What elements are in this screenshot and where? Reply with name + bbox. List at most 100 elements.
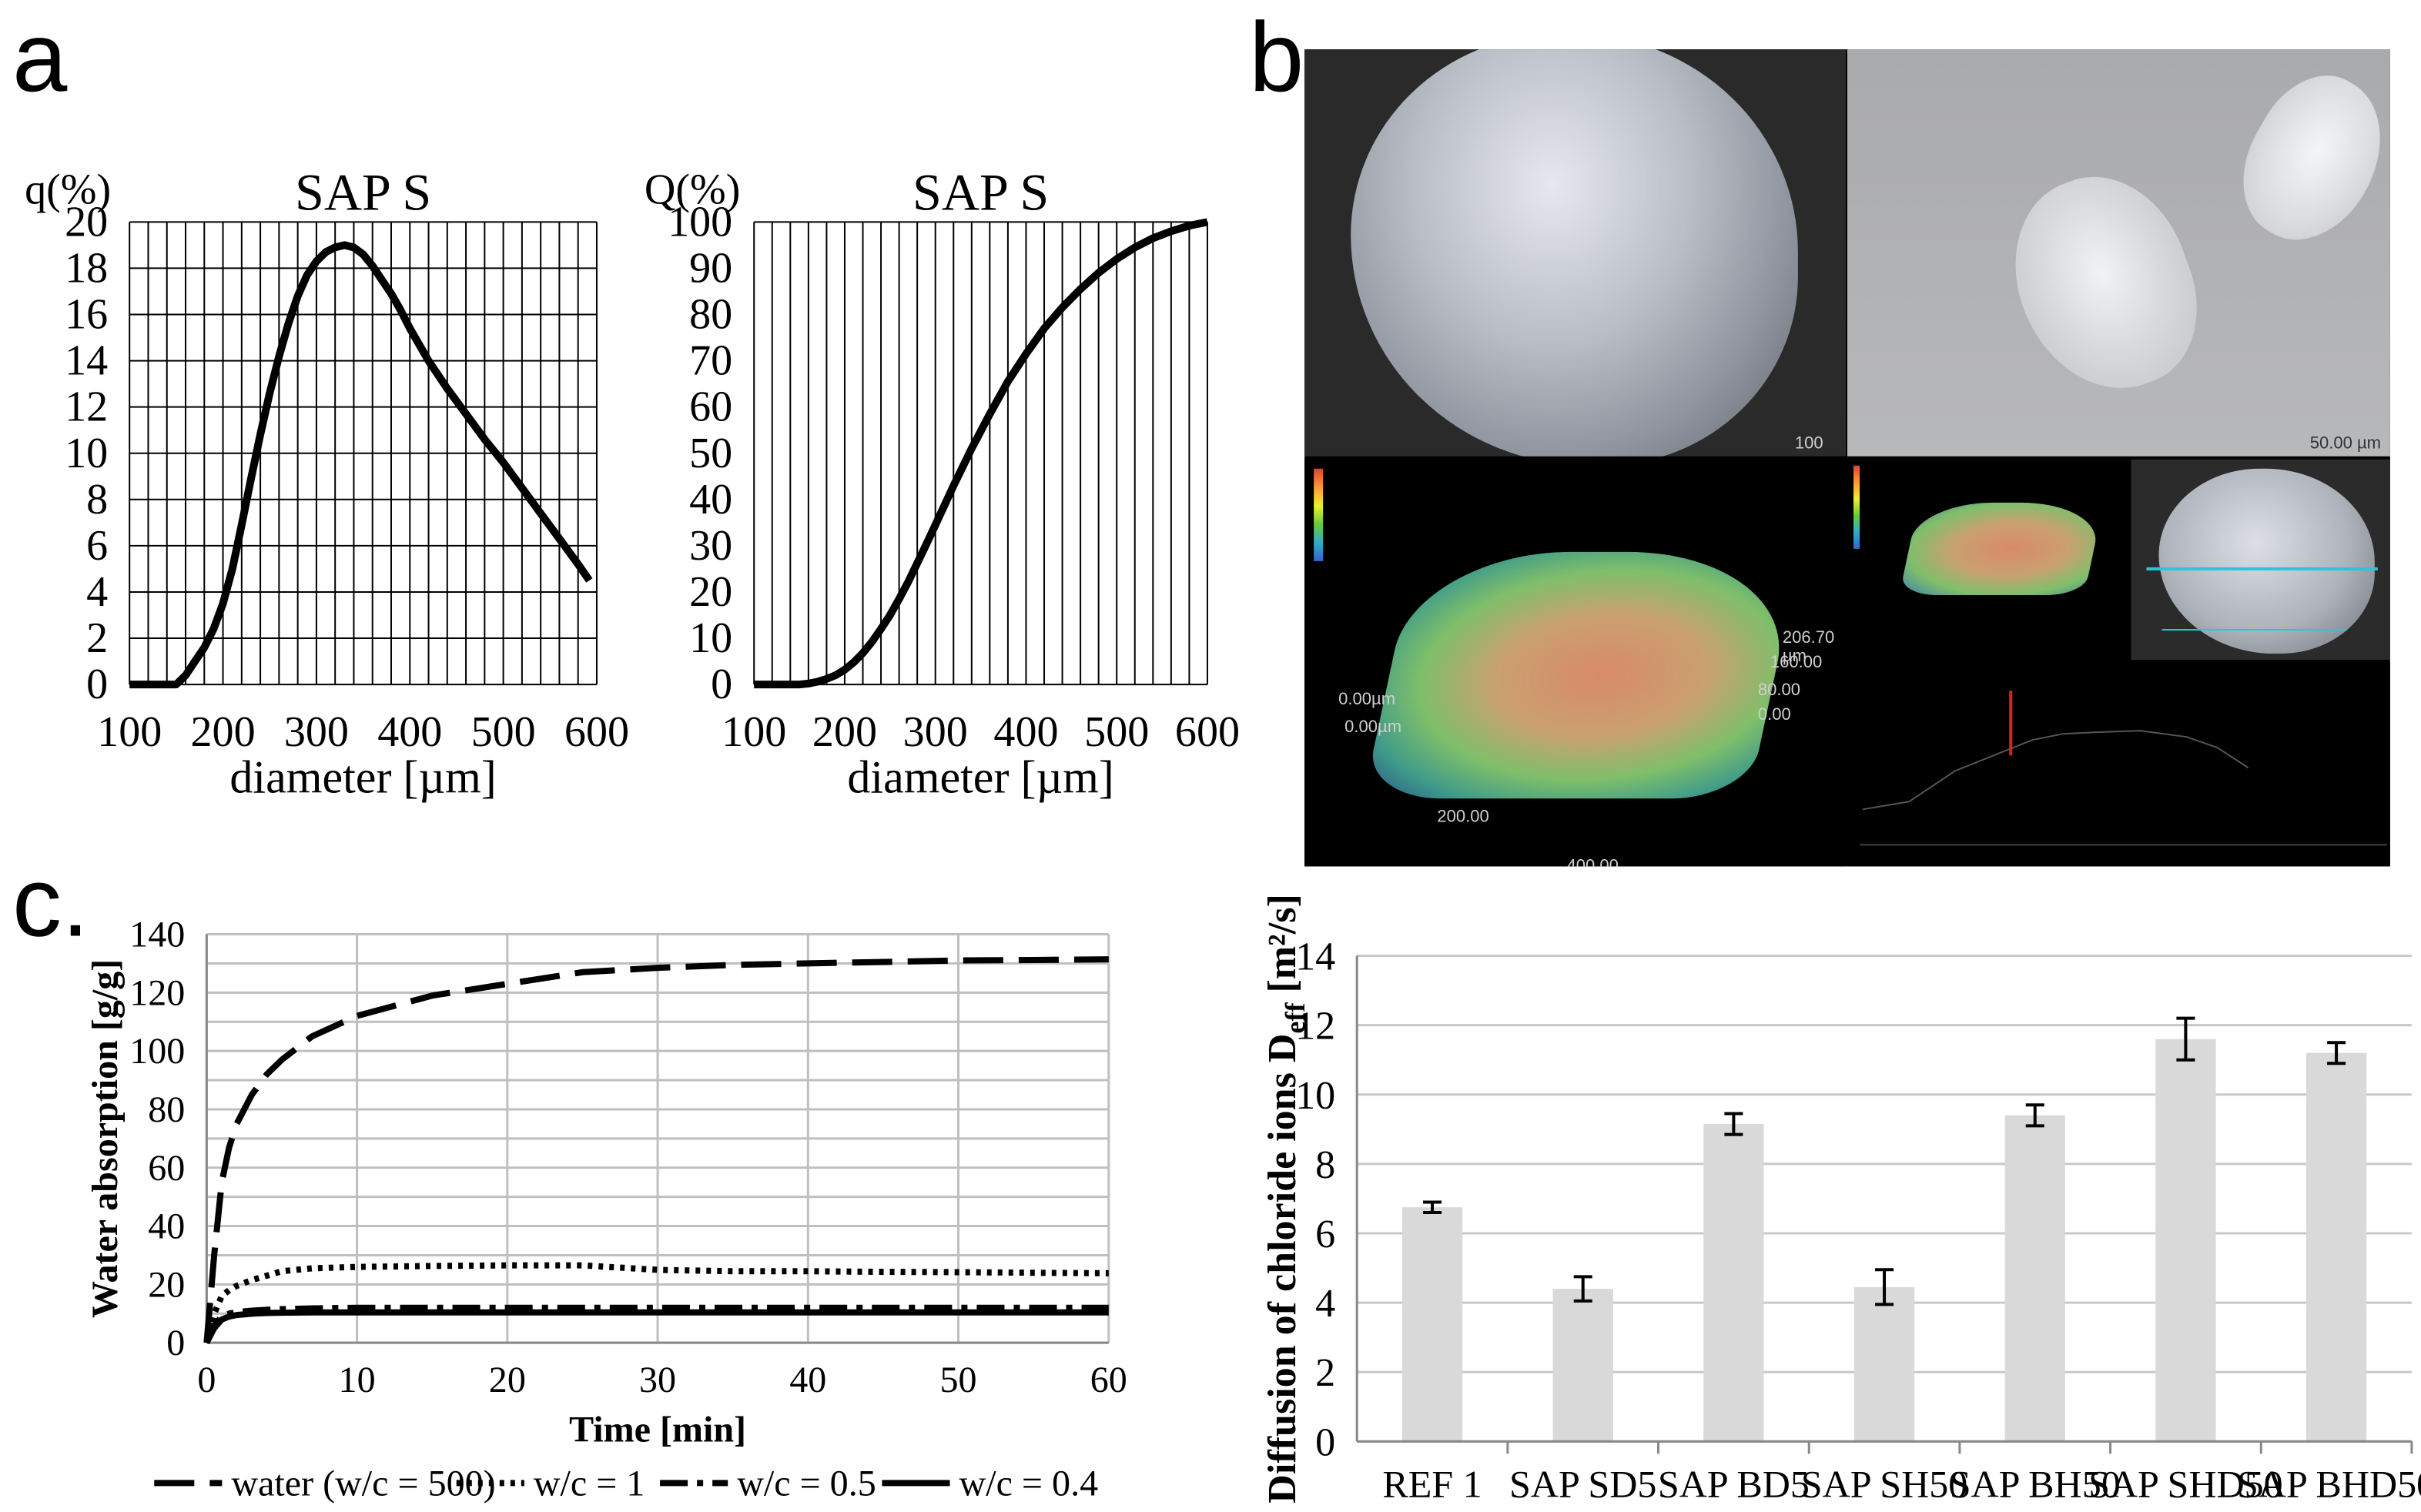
x-tick-label: SAP SHD50 <box>2088 1462 2283 1505</box>
y-tick-label: 10 <box>65 430 108 477</box>
color-scale-bar <box>1314 468 1324 561</box>
x-tick-label: 500 <box>471 708 536 756</box>
z-axis-label: 80.00 <box>1757 681 1800 701</box>
y-tick-label: 8 <box>86 476 108 524</box>
bar <box>2305 1052 2367 1442</box>
height-profile-plot <box>1847 663 2390 867</box>
x-tick-label: 60 <box>1090 1360 1127 1400</box>
y-tick-label: 120 <box>129 972 185 1013</box>
legend-label: w/c = 0.4 <box>959 1463 1099 1504</box>
y-tick-label: 8 <box>1315 1143 1335 1187</box>
x-tick-label: 30 <box>639 1360 676 1400</box>
panel-label-c: c. <box>12 846 89 958</box>
x-tick-label: 20 <box>489 1360 526 1400</box>
data-curve <box>754 218 1208 689</box>
micrograph-particle-large: 100 µm <box>1304 49 1846 457</box>
profile-line <box>1862 730 2249 811</box>
series-line <box>203 956 1109 1343</box>
y-tick-label: 18 <box>65 244 108 292</box>
legend-label: water (w/c = 500) <box>231 1463 495 1504</box>
x-tick-label: SAP BD5 <box>1658 1462 1810 1505</box>
y-tick-label: 0 <box>166 1323 185 1363</box>
x-tick-label: REF 1 <box>1382 1462 1482 1505</box>
x-tick-label: 500 <box>1084 708 1149 756</box>
particle-shape <box>1987 153 2222 414</box>
bar <box>1401 1207 1463 1442</box>
particle-shape <box>2158 468 2375 654</box>
y-tick-label: 20 <box>148 1264 185 1305</box>
y-tick-label: 14 <box>1295 935 1335 979</box>
y-tick-label: 100 <box>668 198 732 246</box>
y-tick-label: 60 <box>148 1148 185 1189</box>
y-axis-label: Diffusion of chloride ions Deff [m²/s] <box>1261 894 1311 1503</box>
origin-label: 0.00µm <box>1338 691 1396 710</box>
y-tick-label: 0 <box>86 661 108 708</box>
y-tick-label: 70 <box>689 337 732 385</box>
y-tick-label: 2 <box>1315 1351 1335 1395</box>
bar <box>1853 1286 1915 1442</box>
y-tick-label: 90 <box>689 244 732 292</box>
data-curve <box>129 241 593 689</box>
x-tick-label: 10 <box>339 1360 376 1400</box>
micrograph-particle-profile <box>2131 459 2390 661</box>
x-axis-label: 400.00 <box>1566 857 1619 867</box>
z-axis-label: 160.00 <box>1770 654 1823 673</box>
legend-label: w/c = 1 <box>534 1463 645 1504</box>
bar <box>2004 1115 2065 1442</box>
surface-shape <box>1363 551 1801 799</box>
series-line <box>203 1262 1109 1344</box>
micrograph-panel: 100 µm 50.00 µm 206.70 µm 160.00 80.00 0… <box>1304 49 2390 867</box>
y-tick-label: 4 <box>86 568 108 616</box>
y-tick-label: 12 <box>1295 1005 1335 1049</box>
x-tick-label: SAP BHD50 <box>2237 1462 2421 1505</box>
particle-shape <box>1351 49 1798 457</box>
y-tick-label: 50 <box>689 430 732 477</box>
panel-label-a: a <box>12 2 68 113</box>
bar <box>1703 1124 1764 1442</box>
scale-bar-label: 50.00 µm <box>2309 434 2382 453</box>
x-tick-label: 100 <box>722 708 786 756</box>
surface-3d-thumbnail <box>1847 459 2130 661</box>
x-tick-label: 400 <box>993 708 1058 756</box>
profile-line <box>2161 629 2347 631</box>
surface-shape <box>1899 502 2105 595</box>
y-axis-label-unit: [m²/s] <box>1261 894 1304 1002</box>
y-tick-label: 40 <box>148 1206 185 1247</box>
x-tick-label: 400 <box>377 708 442 756</box>
surface-3d-map: 206.70 µm 160.00 80.00 0.00 0.00µm 0.00µ… <box>1304 459 1846 867</box>
y-tick-label: 60 <box>689 383 732 431</box>
y-tick-label: 20 <box>65 198 108 246</box>
x-tick-label: 40 <box>789 1360 826 1400</box>
x-tick-label: 300 <box>284 708 349 756</box>
y-tick-label: 80 <box>148 1089 185 1130</box>
x-tick-label: SAP SD5 <box>1509 1462 1656 1505</box>
chart-title: SAP S <box>912 162 1049 221</box>
x-tick-label: 50 <box>940 1360 977 1400</box>
x-tick-label: 300 <box>903 708 968 756</box>
z-axis-label: 206.70 µm <box>1782 629 1835 667</box>
series-line <box>203 1309 1109 1345</box>
y-tick-label: 16 <box>65 291 108 339</box>
profile-curve <box>1860 691 2387 846</box>
y-tick-label: 80 <box>689 291 732 339</box>
x-tick-label: 200 <box>191 708 256 756</box>
y-tick-label: 140 <box>129 915 185 955</box>
x-tick-label: 600 <box>564 708 629 756</box>
particle-shape <box>2217 54 2390 263</box>
scale-bar-label: 100 µm <box>1794 434 1823 457</box>
x-axis-label: diameter [µm] <box>847 751 1113 802</box>
x-axis-label: 200.00 <box>1437 808 1489 827</box>
y-axis-label-subscript: eff <box>1280 1002 1311 1034</box>
micrograph-particles-small: 50.00 µm <box>1847 49 2390 457</box>
y-tick-label: 100 <box>129 1031 185 1072</box>
y-tick-label: 30 <box>689 522 732 570</box>
origin-label: 0.00µm <box>1344 718 1402 738</box>
y-tick-label: 6 <box>1315 1213 1335 1256</box>
x-tick-label: 600 <box>1175 708 1240 756</box>
y-tick-label: 0 <box>711 661 732 708</box>
bar <box>1552 1289 1613 1442</box>
y-tick-label: 20 <box>689 568 732 616</box>
